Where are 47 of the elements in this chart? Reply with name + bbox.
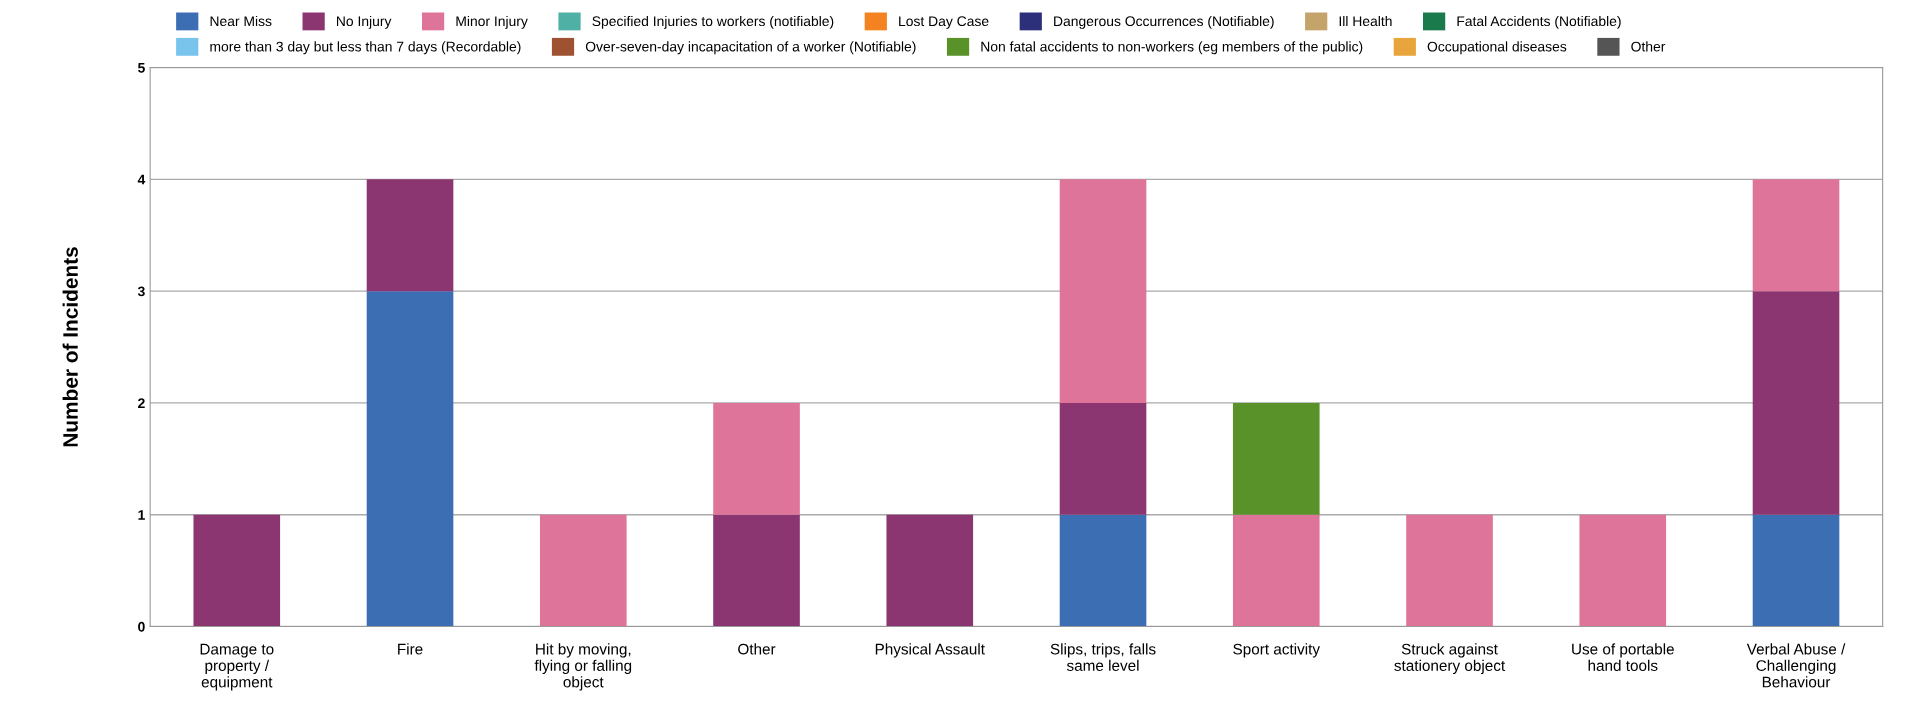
legend-label: Lost Day Case (899, 16, 989, 29)
x-tick-label: Verbal Abuse / Challenging Behaviour (1746, 643, 1846, 688)
y-tick-label: 0 (138, 621, 145, 632)
bar (713, 514, 800, 627)
bar (1752, 514, 1840, 627)
y-tick-label: 3 (137, 286, 145, 297)
y-axis-title: Number of Incidents (62, 247, 78, 447)
bar (1752, 291, 1840, 515)
bar (193, 514, 281, 627)
x-tick-label: Damage to property / equipment (200, 643, 274, 691)
bar (366, 179, 454, 292)
bar (366, 291, 454, 627)
bar (713, 402, 800, 515)
legend-label: Fatal Accidents (Notifiable) (1457, 15, 1621, 29)
legend-label: Non fatal accidents to non-workers (eg members of the public) (981, 41, 1363, 55)
legend-label: Other (1631, 41, 1666, 52)
bar (1232, 402, 1320, 515)
x-tick-label: Fire (398, 643, 423, 655)
y-tick-label: 2 (138, 398, 145, 408)
bar (886, 514, 974, 627)
legend-label: No Injury (336, 15, 392, 29)
legend-label: Near Miss (210, 15, 272, 27)
legend-label: Minor Injury (456, 15, 528, 29)
x-tick-label: Slips, trips, falls same level (1050, 643, 1156, 671)
legend-label: more than 3 day but less than 7 days (Recordable) (210, 41, 521, 55)
y-tick-label: 1 (138, 510, 145, 520)
bar (539, 514, 627, 627)
y-tick-label: 5 (137, 63, 145, 73)
bar (1059, 402, 1147, 515)
bar (1579, 514, 1667, 627)
x-tick-label: Sport activity (1233, 643, 1320, 658)
x-tick-label: Physical Assault (875, 643, 985, 658)
legend-label: Dangerous Occurrences (Notifiable) (1054, 15, 1274, 29)
x-tick-label: Use of portable hand tools (1572, 643, 1674, 671)
bar (1059, 514, 1147, 627)
bar (1059, 179, 1147, 403)
x-tick-label: Struck against stationery object (1394, 643, 1506, 675)
legend-label: Occupational diseases (1427, 41, 1567, 55)
legend-label: Over-seven-day incapacitation of a worker (Notifiable) (585, 41, 916, 55)
bar (1752, 179, 1840, 292)
legend-label: Specified Injuries to workers (notifiable) (592, 15, 834, 29)
x-tick-label: Other (738, 643, 776, 655)
legend-label: Ill Health (1339, 15, 1392, 27)
bar (1406, 514, 1493, 627)
bar (1232, 514, 1320, 627)
y-tick-label: 4 (137, 174, 146, 185)
x-tick-label: Hit by moving, flying or falling object (534, 643, 632, 691)
